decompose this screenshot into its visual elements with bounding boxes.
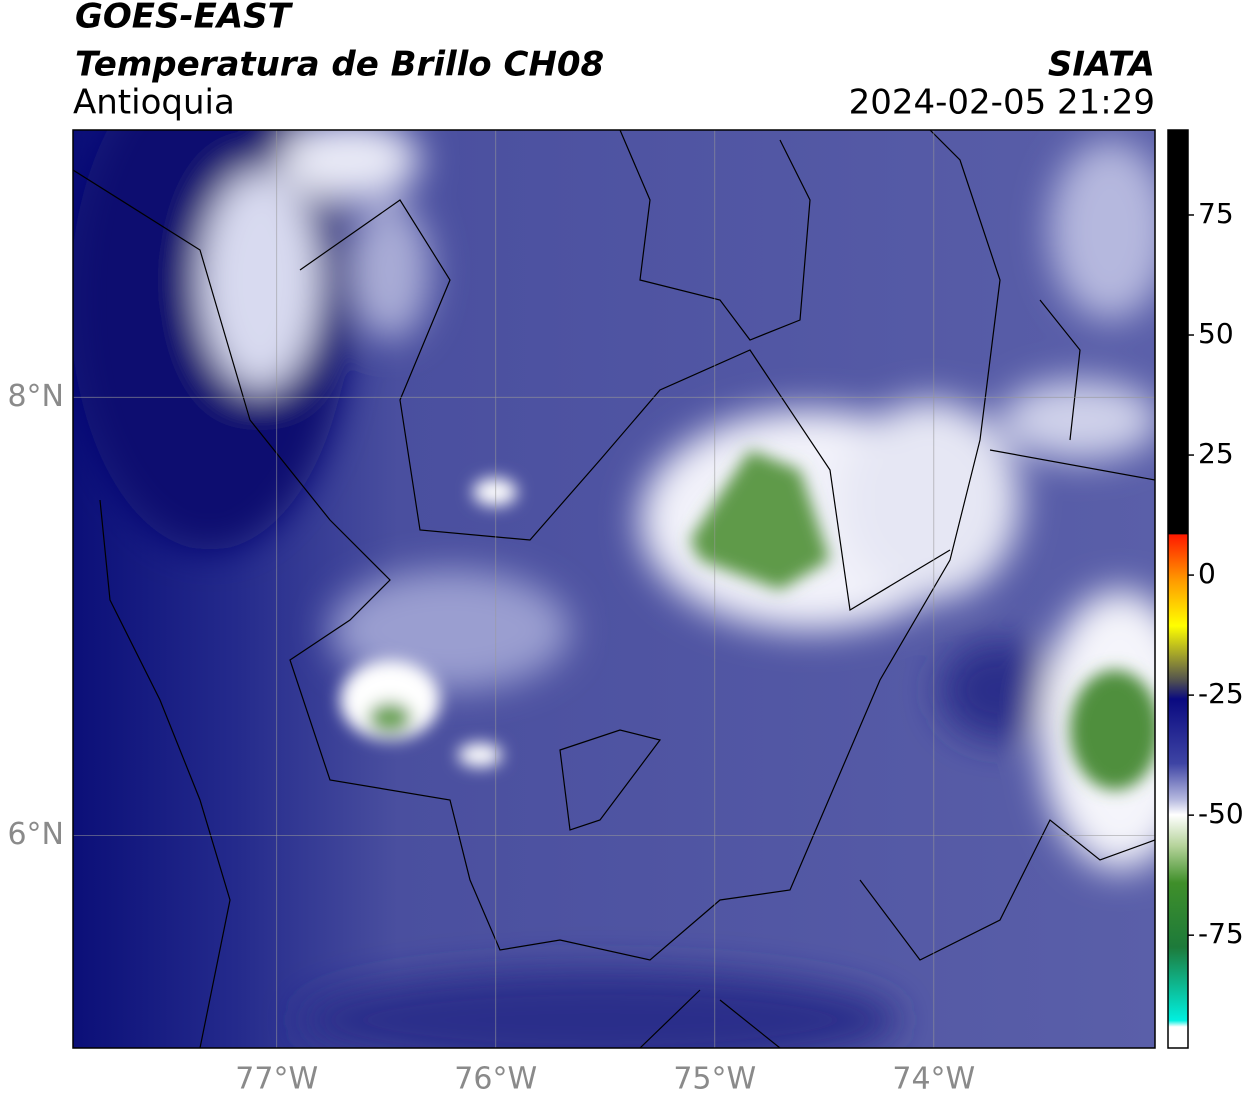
product: Temperatura de Brillo CH08 <box>75 45 604 85</box>
colorbar-label: 25 <box>1198 437 1234 470</box>
colorbar-label: -50 <box>1198 797 1244 830</box>
satellite-image <box>73 130 1155 1048</box>
colorbar-label: -25 <box>1198 677 1244 710</box>
timestamp: 2024-02-05 21:29 <box>849 83 1155 123</box>
satellite: GOES-EAST <box>75 0 294 37</box>
lon-label: 77°W <box>235 1062 318 1097</box>
colorbar-label: 50 <box>1198 317 1234 350</box>
colorbar-label: 0 <box>1198 557 1216 590</box>
lon-label: 75°W <box>673 1062 756 1097</box>
region: Antioquia <box>73 83 235 123</box>
colorbar-label: 75 <box>1198 197 1234 230</box>
lon-label: 76°W <box>454 1062 537 1097</box>
lon-label: 74°W <box>892 1062 975 1097</box>
colorbar-ticks: 75 50 25 0 -25 -50 -75 <box>1188 197 1244 950</box>
lat-label: 8°N <box>7 379 64 414</box>
colorbar <box>1167 129 1189 1049</box>
source: SIATA <box>1048 45 1155 85</box>
colorbar-label: -75 <box>1198 917 1244 950</box>
lat-label: 6°N <box>7 817 64 852</box>
map-frame <box>72 129 1156 1049</box>
graticule: 77°W 76°W 75°W 74°W 8°N 6°N <box>7 130 1155 1097</box>
